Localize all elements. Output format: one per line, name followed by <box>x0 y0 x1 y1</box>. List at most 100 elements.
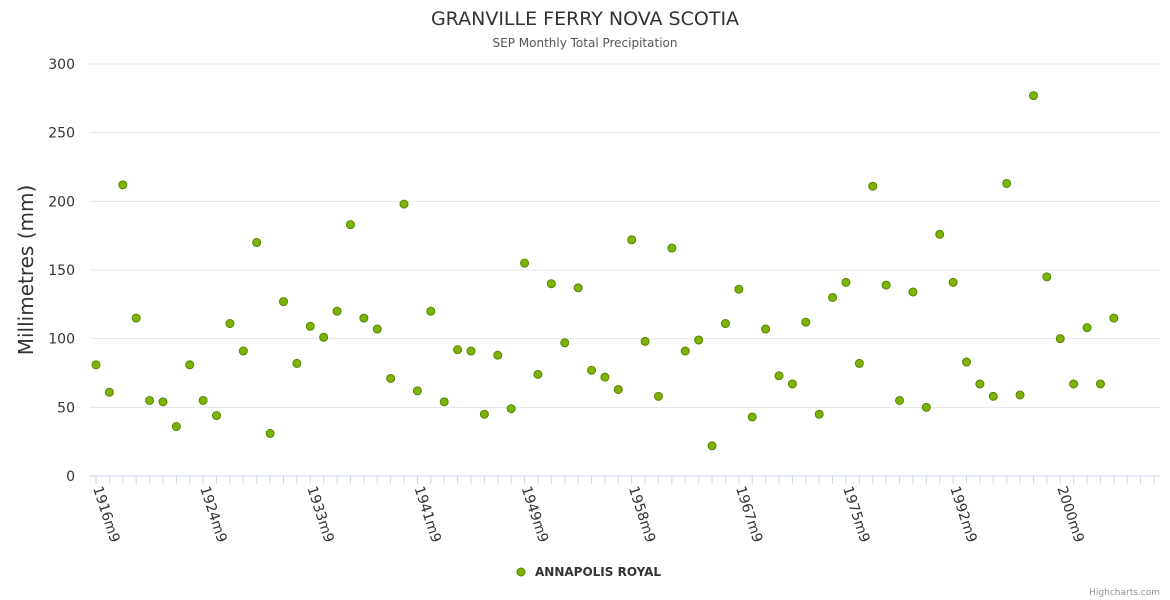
chart-title: GRANVILLE FERRY NOVA SCOTIA <box>431 8 739 30</box>
data-point-1967m9[interactable] <box>761 324 771 334</box>
data-point-1951m9[interactable] <box>560 338 570 348</box>
data-point-1966m9[interactable] <box>747 412 757 422</box>
data-point-1961m9[interactable] <box>680 346 690 356</box>
data-point-1980m9[interactable] <box>935 229 945 239</box>
data-point-1924m9[interactable] <box>198 395 208 405</box>
data-point-1939m9[interactable] <box>399 199 409 209</box>
data-point-1942m9[interactable] <box>439 397 449 407</box>
data-point-1970m9[interactable] <box>801 317 811 327</box>
y-tick-label-300: 300 <box>48 57 75 73</box>
data-point-1997m9[interactable] <box>1055 334 1065 344</box>
data-point-1919m9[interactable] <box>131 313 141 323</box>
x-axis: 1916m9 1924m9 1933m9 1941m9 1949m9 1958m9 1967… <box>89 475 1160 545</box>
grid-lines <box>90 63 1160 408</box>
data-point-1976m9[interactable] <box>881 280 891 290</box>
x-tick-label-2000m9: 2000m9 <box>1053 484 1086 544</box>
data-point-1958m9[interactable] <box>640 336 650 346</box>
data-point-1993m9[interactable] <box>1002 178 1012 188</box>
data-point-1929m9[interactable] <box>265 428 275 438</box>
data-point-1979m9[interactable] <box>921 402 931 412</box>
data-point-1992m9[interactable] <box>988 391 998 401</box>
data-point-1969m9[interactable] <box>787 379 797 389</box>
data-point-1995m9[interactable] <box>1028 91 1038 101</box>
data-point-1938m9[interactable] <box>386 373 396 383</box>
data-point-1996m9[interactable] <box>1042 272 1052 282</box>
data-point-1956m9[interactable] <box>627 235 637 245</box>
data-point-1975m9[interactable] <box>868 181 878 191</box>
data-point-1921m9[interactable] <box>158 397 168 407</box>
credits-link[interactable]: Highcharts.com <box>1089 588 1160 598</box>
data-point-1994m9[interactable] <box>1015 390 1025 400</box>
data-point-1927m9[interactable] <box>238 346 248 356</box>
data-point-1937m9[interactable] <box>372 324 382 334</box>
data-point-1925m9[interactable] <box>212 411 222 421</box>
y-tick-label-250: 250 <box>48 126 75 142</box>
data-point-1926m9[interactable] <box>225 319 235 329</box>
data-point-1962m9[interactable] <box>694 335 704 345</box>
y-tick-label-200: 200 <box>48 194 75 210</box>
data-point-1955m9[interactable] <box>613 384 623 394</box>
data-point-1935m9[interactable] <box>345 220 355 230</box>
data-point-1943m9[interactable] <box>453 345 463 355</box>
x-tick-label-1933m9: 1933m9 <box>303 484 336 544</box>
data-point-1960m9[interactable] <box>667 243 677 253</box>
x-tick-label-1941m9: 1941m9 <box>411 484 444 544</box>
data-point-1945m9[interactable] <box>479 409 489 419</box>
data-point-1934m9[interactable] <box>332 306 342 316</box>
data-point-1947m9[interactable] <box>506 404 516 414</box>
data-point-1952m9[interactable] <box>573 283 583 293</box>
data-point-1916m9[interactable] <box>91 360 101 370</box>
x-tick-label-1975m9: 1975m9 <box>839 484 872 544</box>
data-point-1978m9[interactable] <box>908 287 918 297</box>
x-tick-label-1958m9: 1958m9 <box>625 484 658 544</box>
data-point-2001m9[interactable] <box>1109 313 1119 323</box>
data-point-1946m9[interactable] <box>493 350 503 360</box>
data-point-1973m9[interactable] <box>841 277 851 287</box>
data-point-1928m9[interactable] <box>252 238 262 248</box>
data-point-1964m9[interactable] <box>720 319 730 329</box>
data-point-1974m9[interactable] <box>854 358 864 368</box>
data-point-1940m9[interactable] <box>412 386 422 396</box>
data-point-1918m9[interactable] <box>118 180 128 190</box>
data-point-1999m9[interactable] <box>1082 323 1092 333</box>
y-tick-label-150: 150 <box>48 263 75 279</box>
data-point-1972m9[interactable] <box>828 292 838 302</box>
data-point-1920m9[interactable] <box>145 395 155 405</box>
data-point-1922m9[interactable] <box>171 422 181 432</box>
x-tick-label-1924m9: 1924m9 <box>196 484 229 544</box>
data-point-2000m9[interactable] <box>1095 379 1105 389</box>
data-point-1941m9[interactable] <box>426 306 436 316</box>
data-points <box>91 91 1119 451</box>
data-point-1990m9[interactable] <box>962 357 972 367</box>
x-tick-label-1949m9: 1949m9 <box>518 484 551 544</box>
data-point-1917m9[interactable] <box>104 387 114 397</box>
data-point-1998m9[interactable] <box>1069 379 1079 389</box>
data-point-1971m9[interactable] <box>814 409 824 419</box>
data-point-1931m9[interactable] <box>292 358 302 368</box>
legend-marker <box>516 567 526 577</box>
legend-item-annapolis-royal[interactable]: ANNAPOLIS ROYAL <box>535 565 661 579</box>
data-point-1949m9[interactable] <box>533 369 543 379</box>
data-point-1953m9[interactable] <box>587 365 597 375</box>
x-tick-label-1992m9: 1992m9 <box>946 484 979 544</box>
data-point-1981m9[interactable] <box>948 277 958 287</box>
data-point-1932m9[interactable] <box>305 321 315 331</box>
data-point-1936m9[interactable] <box>359 313 369 323</box>
data-point-1965m9[interactable] <box>734 284 744 294</box>
data-point-1948m9[interactable] <box>520 258 530 268</box>
data-point-1991m9[interactable] <box>975 379 985 389</box>
data-point-1977m9[interactable] <box>895 395 905 405</box>
data-point-1933m9[interactable] <box>319 332 329 342</box>
y-tick-label-100: 100 <box>48 332 75 348</box>
data-point-1963m9[interactable] <box>707 441 717 451</box>
data-point-1930m9[interactable] <box>278 297 288 307</box>
data-point-1950m9[interactable] <box>546 279 556 289</box>
chart-subtitle: SEP Monthly Total Precipitation <box>493 36 678 50</box>
data-point-1954m9[interactable] <box>600 372 610 382</box>
data-point-1944m9[interactable] <box>466 346 476 356</box>
legend[interactable]: ANNAPOLIS ROYAL <box>516 565 661 579</box>
data-point-1959m9[interactable] <box>653 391 663 401</box>
data-point-1968m9[interactable] <box>774 371 784 381</box>
data-point-1923m9[interactable] <box>185 360 195 370</box>
y-axis-label: Millimetres (mm) <box>14 185 38 356</box>
